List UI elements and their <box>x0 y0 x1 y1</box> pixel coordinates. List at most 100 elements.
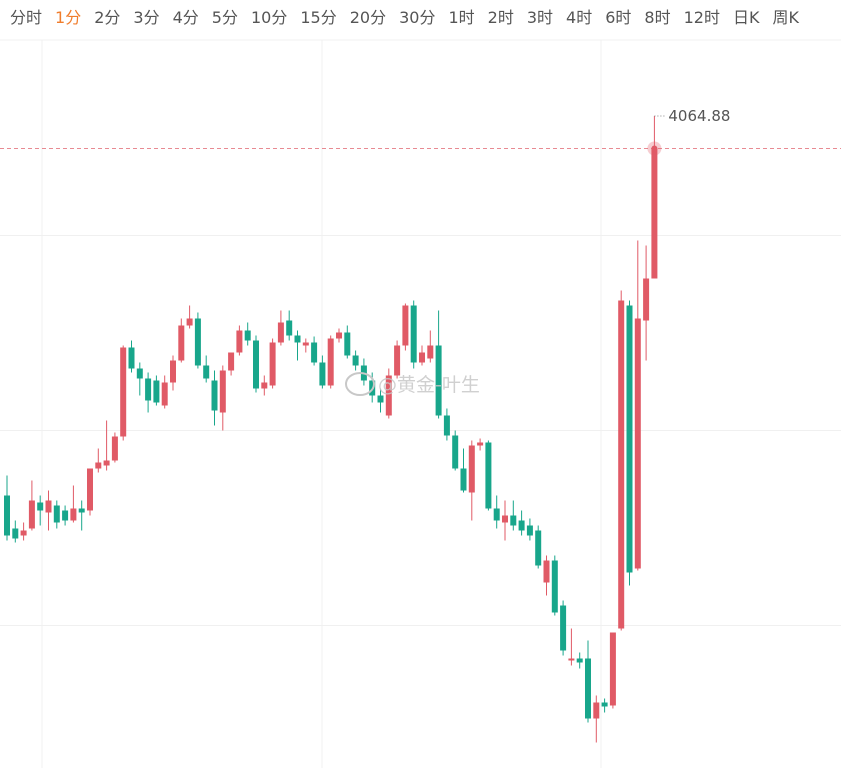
period-tab[interactable]: 日K <box>732 8 760 27</box>
period-tab[interactable]: 8时 <box>644 8 671 27</box>
period-tab[interactable]: 3分 <box>133 8 160 27</box>
candle-body <box>203 365 210 379</box>
candle-body <box>560 605 567 651</box>
candle-body <box>493 508 500 521</box>
candle-body <box>311 342 318 363</box>
candle-body <box>219 370 226 413</box>
candle-body <box>618 300 625 629</box>
candle-body <box>626 305 633 573</box>
candle-body <box>128 347 135 369</box>
candle-body <box>186 318 193 326</box>
period-tab[interactable]: 1分 <box>55 8 82 27</box>
candle-body <box>402 305 409 346</box>
candle-body <box>145 378 152 401</box>
candle-body <box>120 347 127 437</box>
candle-body <box>269 342 276 386</box>
candle-body <box>535 530 542 566</box>
candle-body <box>526 525 533 536</box>
candle-body <box>4 495 10 536</box>
candle-body <box>410 305 417 363</box>
candle-body <box>419 352 425 363</box>
candle-body <box>460 468 467 491</box>
candle-body <box>302 342 309 346</box>
candle-body <box>543 560 550 583</box>
watermark: @黄金-叶生 <box>345 372 480 396</box>
candle-body <box>634 318 641 569</box>
candle-body <box>244 330 251 341</box>
period-tab[interactable]: 4分 <box>172 8 199 27</box>
high-label: 4064.88 <box>668 107 730 125</box>
period-tab[interactable]: 4时 <box>566 8 593 27</box>
grid <box>0 235 841 626</box>
candle-body <box>87 468 93 511</box>
candle-body <box>170 360 176 383</box>
period-tabs: 分时 1分 2分 3分 4分 5分 10分 15分 20分 30分 1时 2时 3时 4时 6时 8时 12时日… <box>0 0 841 32</box>
period-tab[interactable]: 10分 <box>250 8 288 27</box>
candle-body <box>651 148 658 279</box>
candle-body <box>286 320 293 336</box>
candle-body <box>593 702 600 719</box>
candle-body <box>377 395 384 403</box>
candle-body <box>28 500 35 529</box>
candle-body <box>443 415 450 436</box>
candle-body <box>261 382 268 389</box>
candle-body <box>551 560 558 613</box>
candle-body <box>111 436 118 461</box>
candle-body <box>427 345 434 359</box>
overlay: 4064.88 <box>0 107 841 156</box>
candles <box>4 116 658 743</box>
candle-body <box>435 345 442 416</box>
candle-body <box>62 510 69 521</box>
candle-body <box>394 345 401 376</box>
candle-body <box>477 442 484 446</box>
candle-body <box>178 325 185 361</box>
candle-body <box>153 380 160 403</box>
period-tab[interactable]: 30分 <box>399 8 436 27</box>
candle-body <box>385 375 392 416</box>
candle-body <box>601 702 608 707</box>
candle-body <box>576 658 583 663</box>
candle-body <box>136 368 143 379</box>
candle-body <box>253 340 259 389</box>
candle-body <box>211 380 218 411</box>
candle-body <box>294 335 301 343</box>
candle-body <box>37 502 44 511</box>
candle-body <box>609 632 616 706</box>
candle-body <box>103 460 110 466</box>
period-tab[interactable]: 12时 <box>683 8 720 27</box>
candle-body <box>20 530 27 536</box>
watermark-text: @黄金-叶生 <box>378 374 480 396</box>
period-tab[interactable]: 20分 <box>349 8 387 27</box>
candle-body <box>236 330 243 353</box>
last-price-dot <box>651 145 658 152</box>
candle-body <box>468 445 475 493</box>
watermark-logo <box>345 372 375 396</box>
candle-body <box>228 352 235 371</box>
candle-body <box>502 515 508 523</box>
candle-body <box>12 528 19 539</box>
period-tab[interactable]: 2分 <box>94 8 121 27</box>
candle-body <box>95 462 102 469</box>
candle-body <box>352 355 359 366</box>
candle-body <box>161 382 168 406</box>
period-tab[interactable]: 分时 <box>10 8 43 27</box>
candle-body <box>336 332 342 339</box>
candle-body <box>327 338 334 386</box>
candle-body <box>485 442 492 509</box>
period-tab[interactable]: 周K <box>772 8 799 27</box>
candle-body <box>510 515 517 526</box>
period-tab[interactable]: 6时 <box>605 8 632 27</box>
candle-body <box>78 508 85 513</box>
candle-body <box>452 435 459 469</box>
candle-body <box>344 332 351 356</box>
candle-body <box>194 318 201 366</box>
period-tab[interactable]: 5分 <box>211 8 238 27</box>
period-tab[interactable]: 15分 <box>300 8 337 27</box>
period-tab[interactable]: 2时 <box>487 8 514 27</box>
candle-body <box>70 508 77 521</box>
period-tab[interactable]: 1时 <box>448 8 475 27</box>
period-tab[interactable]: 3时 <box>526 8 554 27</box>
candle-body <box>319 362 326 386</box>
